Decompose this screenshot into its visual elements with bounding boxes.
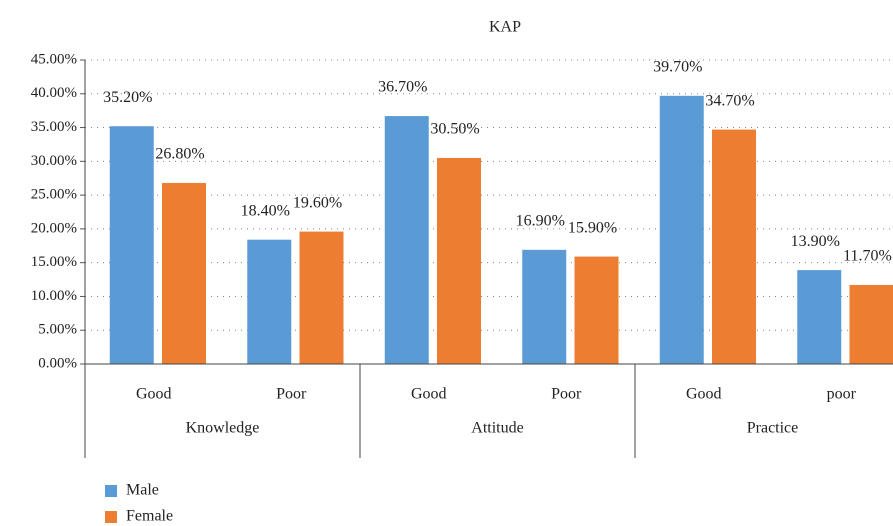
legend-swatch — [105, 485, 117, 497]
bar — [574, 256, 619, 364]
bar — [384, 116, 429, 365]
x-tick-label: Good — [136, 386, 172, 403]
value-label: 18.40% — [241, 202, 290, 219]
legend-label: Female — [126, 508, 173, 525]
x-tick-label: Poor — [276, 386, 307, 403]
value-label: 15.90% — [568, 219, 617, 236]
bar — [659, 95, 704, 364]
y-tick-label: 40.00% — [31, 85, 77, 101]
group-label: Knowledge — [186, 420, 260, 437]
value-label: 19.60% — [293, 194, 342, 211]
y-tick-label: 35.00% — [31, 119, 77, 135]
x-tick-label: poor — [827, 386, 857, 403]
y-tick-label: 45.00% — [31, 51, 77, 67]
bar — [162, 182, 206, 364]
x-tick-label: Poor — [551, 386, 582, 403]
value-label: 30.50% — [430, 121, 479, 138]
bar — [247, 239, 292, 364]
bar — [849, 284, 893, 364]
bar — [712, 129, 756, 364]
y-tick-label: 0.00% — [38, 355, 77, 371]
bar — [437, 157, 481, 364]
value-label: 11.70% — [843, 248, 892, 265]
value-label: 39.70% — [653, 58, 702, 75]
legend-swatch — [105, 511, 117, 523]
x-tick-label: Good — [686, 386, 722, 403]
y-tick-label: 5.00% — [38, 322, 77, 338]
y-tick-label: 25.00% — [31, 187, 77, 203]
value-label: 35.20% — [103, 89, 152, 106]
y-tick-label: 30.00% — [31, 153, 77, 169]
y-tick-label: 20.00% — [31, 220, 77, 236]
group-label: Practice — [747, 420, 799, 437]
group-label: Attitude — [471, 420, 523, 437]
value-label: 26.80% — [155, 146, 204, 163]
bar — [522, 249, 567, 364]
value-label: 13.90% — [791, 233, 840, 250]
value-label: 36.70% — [378, 79, 427, 96]
bar — [299, 231, 344, 364]
value-label: 16.90% — [516, 213, 565, 230]
bar — [797, 270, 842, 364]
legend-label: Male — [126, 482, 159, 499]
chart-title: KAP — [489, 19, 521, 36]
y-tick-label: 10.00% — [31, 288, 77, 304]
y-tick-label: 15.00% — [31, 254, 77, 270]
bar — [109, 126, 154, 365]
x-tick-label: Good — [411, 386, 447, 403]
value-label: 34.70% — [705, 92, 754, 109]
